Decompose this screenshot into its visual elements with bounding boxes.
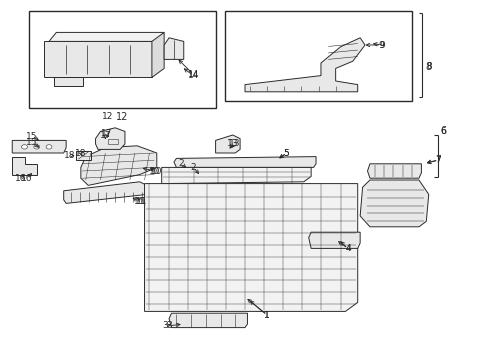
Text: 14: 14 — [188, 70, 199, 79]
Text: 2: 2 — [178, 159, 184, 168]
Text: 3: 3 — [163, 321, 169, 330]
Circle shape — [46, 145, 52, 149]
Text: 9: 9 — [378, 40, 384, 49]
Bar — [29, 11, 216, 108]
Polygon shape — [309, 232, 360, 248]
Text: 15: 15 — [26, 138, 38, 147]
Text: 12: 12 — [116, 112, 129, 122]
Text: 13: 13 — [227, 139, 239, 148]
Text: 1: 1 — [264, 310, 270, 320]
Polygon shape — [368, 164, 421, 178]
Polygon shape — [96, 128, 125, 149]
Text: 12: 12 — [102, 112, 114, 121]
Polygon shape — [245, 38, 365, 92]
Polygon shape — [174, 167, 181, 176]
Text: 11: 11 — [134, 197, 146, 206]
Polygon shape — [360, 180, 429, 227]
Polygon shape — [44, 41, 152, 77]
Polygon shape — [216, 135, 240, 153]
Text: 3: 3 — [166, 321, 172, 330]
Text: 5: 5 — [284, 149, 290, 158]
Text: 16: 16 — [21, 174, 33, 183]
Text: 7: 7 — [436, 156, 441, 165]
Text: 17: 17 — [101, 129, 113, 138]
Polygon shape — [81, 146, 157, 185]
Polygon shape — [54, 77, 83, 86]
Text: 11: 11 — [136, 197, 148, 206]
Text: 10: 10 — [151, 166, 163, 175]
Polygon shape — [169, 313, 247, 328]
Circle shape — [34, 145, 40, 149]
Bar — [225, 11, 412, 101]
Text: 18: 18 — [64, 151, 76, 160]
Polygon shape — [49, 32, 164, 41]
Text: 5: 5 — [284, 149, 290, 158]
Polygon shape — [145, 184, 358, 311]
Text: 15: 15 — [26, 132, 38, 140]
Polygon shape — [12, 157, 37, 175]
Text: 10: 10 — [148, 166, 160, 175]
Text: 7: 7 — [436, 155, 441, 164]
Polygon shape — [164, 38, 184, 59]
Text: 9: 9 — [379, 40, 385, 49]
Text: 1: 1 — [264, 310, 270, 320]
Text: 14: 14 — [188, 71, 199, 80]
Text: 2: 2 — [191, 163, 196, 172]
Text: 6: 6 — [441, 126, 446, 136]
Text: 8: 8 — [426, 62, 432, 71]
Polygon shape — [12, 140, 66, 153]
Polygon shape — [152, 32, 164, 77]
Polygon shape — [64, 182, 147, 203]
Text: 18: 18 — [75, 149, 87, 158]
Polygon shape — [174, 157, 316, 167]
Polygon shape — [162, 167, 311, 184]
Text: 4: 4 — [345, 244, 351, 253]
Circle shape — [22, 145, 27, 149]
Text: 8: 8 — [426, 62, 432, 72]
Polygon shape — [76, 151, 91, 160]
Text: 16: 16 — [15, 174, 26, 183]
Text: 4: 4 — [345, 244, 351, 253]
Text: 6: 6 — [441, 127, 446, 136]
Text: 13: 13 — [228, 139, 240, 148]
Text: 17: 17 — [99, 130, 111, 139]
